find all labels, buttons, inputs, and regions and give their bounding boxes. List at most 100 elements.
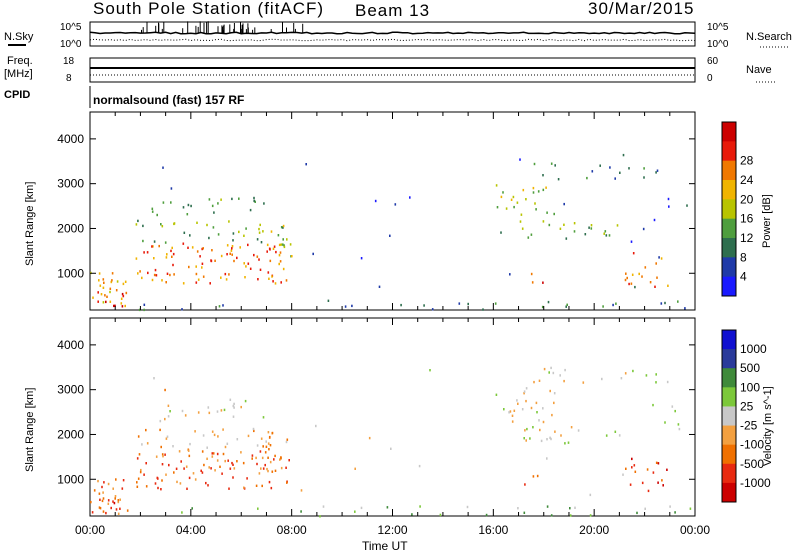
heatmap-cell bbox=[563, 202, 565, 206]
heatmap-cell bbox=[122, 294, 125, 298]
heatmap-cell bbox=[458, 302, 461, 305]
heatmap-cell bbox=[286, 481, 288, 484]
heatmap-cell bbox=[591, 170, 594, 173]
colorbar-swatch bbox=[722, 444, 736, 465]
heatmap-cell bbox=[279, 458, 281, 461]
y-tick-label: 1000 bbox=[57, 266, 84, 280]
colorbar-tick-label: 20 bbox=[740, 192, 754, 206]
heatmap-cell bbox=[655, 461, 658, 464]
heatmap-cell bbox=[232, 476, 234, 479]
heatmap-cell bbox=[589, 514, 592, 517]
heatmap-cell bbox=[232, 232, 235, 235]
heatmap-cell bbox=[274, 282, 277, 285]
heatmap-cell bbox=[187, 449, 190, 452]
heatmap-cell bbox=[582, 381, 585, 384]
heatmap-cell bbox=[552, 371, 555, 375]
heatmap-cell bbox=[247, 434, 250, 438]
heatmap-cell bbox=[194, 478, 197, 481]
heatmap-cell bbox=[139, 270, 141, 273]
heatmap-cell bbox=[98, 272, 101, 275]
power-panel: 1000 2000 3000 4000 Slant Range [km] bbox=[24, 111, 696, 312]
heatmap-cell bbox=[260, 467, 262, 470]
heatmap-cell bbox=[270, 230, 273, 233]
heatmap-cell bbox=[272, 280, 274, 283]
heatmap-cell bbox=[167, 415, 170, 418]
colorbar-tick-label: -500 bbox=[740, 457, 764, 471]
heatmap-cell bbox=[158, 244, 160, 248]
heatmap-cell bbox=[540, 439, 543, 443]
heatmap-cell bbox=[199, 255, 201, 258]
heatmap-cell bbox=[233, 402, 235, 406]
heatmap-cell bbox=[605, 434, 608, 437]
heatmap-cell bbox=[524, 483, 526, 486]
heatmap-cell bbox=[188, 476, 191, 480]
heatmap-cell bbox=[624, 278, 627, 282]
heatmap-cell bbox=[545, 186, 547, 189]
heatmap-cell bbox=[511, 414, 514, 417]
heatmap-cell bbox=[549, 389, 551, 393]
heatmap-cell bbox=[258, 231, 261, 234]
heatmap-cell bbox=[266, 243, 269, 247]
heatmap-cell bbox=[137, 272, 139, 275]
colorbar-tick-label: 8 bbox=[740, 250, 747, 264]
heatmap-cell bbox=[155, 274, 158, 277]
heatmap-cell bbox=[664, 421, 666, 424]
heatmap-cell bbox=[612, 303, 614, 307]
heatmap-cell bbox=[588, 226, 590, 229]
heatmap-cell bbox=[105, 511, 107, 515]
colorbar-swatch bbox=[722, 368, 736, 388]
heatmap-cell bbox=[160, 223, 162, 226]
heatmap-cell bbox=[615, 302, 617, 305]
heatmap-cell bbox=[111, 279, 113, 282]
power-y-axis: 1000 2000 3000 4000 bbox=[57, 132, 695, 280]
heatmap-cell bbox=[496, 206, 499, 209]
heatmap-cell bbox=[201, 262, 204, 265]
heatmap-cell bbox=[251, 454, 254, 457]
heatmap-cell bbox=[531, 281, 534, 284]
colorbar-tick-label: 500 bbox=[740, 361, 760, 375]
heatmap-cell bbox=[674, 409, 676, 413]
heatmap-cell bbox=[188, 454, 191, 458]
heatmap-cell bbox=[186, 213, 189, 216]
heatmap-cell bbox=[137, 219, 139, 223]
heatmap-cell bbox=[669, 505, 671, 508]
heatmap-cell bbox=[172, 263, 174, 267]
heatmap-cell bbox=[535, 208, 537, 211]
heatmap-cell bbox=[166, 435, 169, 438]
heatmap-cell bbox=[114, 304, 116, 307]
heatmap-cell bbox=[253, 429, 255, 433]
heatmap-cell bbox=[609, 166, 611, 169]
heatmap-cell bbox=[368, 436, 371, 440]
heatmap-cell bbox=[400, 303, 402, 307]
heatmap-cell bbox=[268, 480, 271, 484]
heatmap-cell bbox=[206, 457, 208, 460]
heatmap-cell bbox=[644, 266, 647, 269]
heatmap-cell bbox=[253, 253, 255, 257]
heatmap-cell bbox=[551, 413, 553, 417]
heatmap-cell bbox=[279, 251, 282, 254]
heatmap-cell bbox=[264, 463, 266, 467]
heatmap-cell bbox=[262, 416, 265, 419]
heatmap-cell bbox=[300, 510, 302, 513]
heatmap-cell bbox=[573, 222, 576, 225]
heatmap-cell bbox=[225, 278, 228, 281]
colorbar-swatch bbox=[722, 218, 736, 239]
heatmap-cell bbox=[267, 456, 269, 459]
colorbar-swatch bbox=[722, 257, 736, 278]
heatmap-cell bbox=[633, 464, 636, 467]
heatmap-cell bbox=[394, 203, 397, 206]
heatmap-cell bbox=[107, 499, 110, 502]
colorbar-tick-label: -100 bbox=[740, 438, 764, 452]
heatmap-cell bbox=[590, 227, 593, 230]
heatmap-cell bbox=[187, 246, 189, 249]
heatmap-cell bbox=[666, 380, 669, 384]
power-colorbar: 4 8 12 16 20 24 28 bbox=[721, 121, 754, 297]
heatmap-cell bbox=[143, 473, 145, 476]
heatmap-cell bbox=[223, 408, 226, 412]
heatmap-cell bbox=[632, 252, 635, 255]
heatmap-cell bbox=[208, 466, 210, 469]
heatmap-cell bbox=[285, 279, 288, 282]
heatmap-cell bbox=[110, 506, 112, 510]
heatmap-cell bbox=[169, 410, 171, 413]
heatmap-cell bbox=[180, 460, 182, 463]
